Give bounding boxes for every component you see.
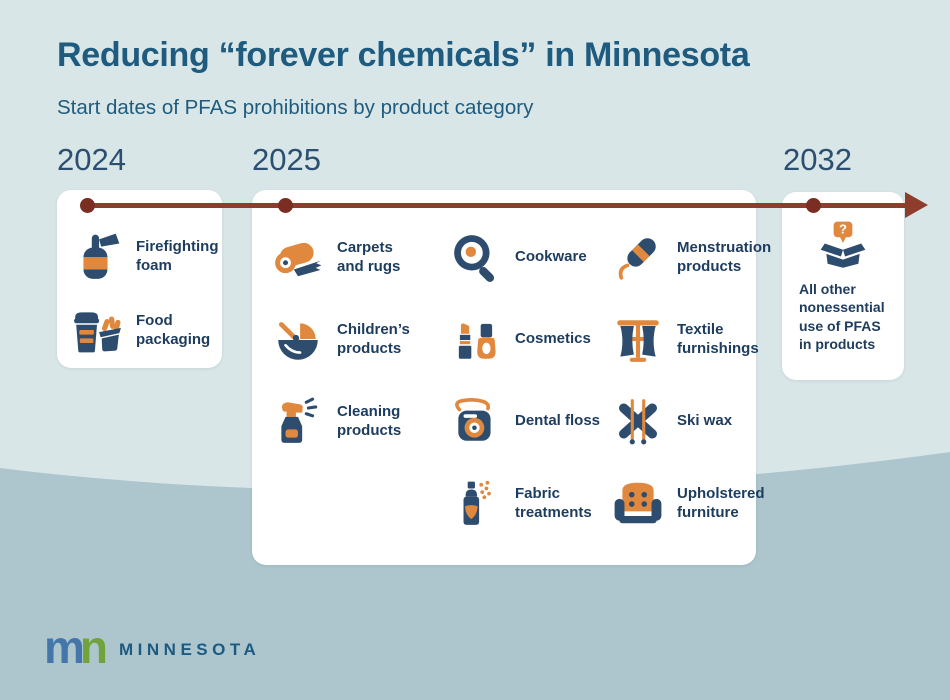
timeline-dot-2025 (278, 197, 293, 213)
timeline-dot-2032 (806, 197, 821, 213)
product-item-food-packaging: Food packaging (71, 304, 216, 356)
timeline-arrowhead-icon (905, 192, 928, 218)
year-label-2032: 2032 (783, 142, 852, 177)
year-card-2024: Firefighting foam Food packaging (57, 190, 222, 368)
curtains-icon (617, 320, 659, 362)
timeline-line (88, 203, 908, 208)
frying-pan-icon (454, 235, 495, 282)
food-packaging-icon (74, 312, 121, 353)
product-item-ski-wax: Ski wax (612, 395, 771, 447)
carpet-roll-icon (275, 242, 322, 277)
tampon-icon (618, 238, 656, 280)
spray-bottle-icon (281, 397, 318, 443)
product-item-textile-furnishings: Textile furnishings (612, 313, 771, 365)
page-title: Reducing “forever chemicals” in Minnesot… (57, 36, 750, 74)
product-label: Children’s products (337, 320, 410, 357)
product-item-dental-floss: Dental floss (450, 395, 612, 447)
cradle-icon (278, 322, 318, 360)
mn-logo-icon: mn (44, 621, 108, 673)
cosmetics-icon (458, 323, 496, 359)
question-mark-glyph: ? (839, 222, 847, 237)
fire-extinguisher-icon (83, 233, 120, 279)
product-label: Food packaging (136, 311, 211, 348)
year-label-2024: 2024 (57, 142, 126, 177)
product-item-cookware: Cookware (450, 231, 612, 283)
minnesota-logo: mn MINNESOTA (44, 624, 260, 670)
logo-letter-m: m (44, 621, 85, 673)
product-item-fabric-treatments: Fabric treatments (450, 477, 612, 529)
armchair-icon (614, 482, 662, 524)
product-item-childrens-products: Children’s products (272, 313, 450, 365)
product-label: Fabric treatments (515, 484, 592, 521)
product-label: Dental floss (515, 412, 601, 430)
product-item-cosmetics: Cosmetics (450, 313, 612, 365)
product-label: Cosmetics (515, 330, 591, 348)
year-card-2032: ? All other nonessential use of PFAS in … (782, 192, 904, 380)
product-item-menstruation-products: Menstruation products (612, 231, 771, 283)
logo-wordmark: MINNESOTA (119, 640, 261, 659)
product-label: Firefighting foam (136, 237, 219, 274)
product-label: Carpets and rugs (337, 238, 401, 275)
product-item-upholstered-furniture: Upholstered furniture (612, 477, 771, 529)
logo-letter-n: n (79, 621, 108, 673)
product-item-cleaning-products: Cleaning products (272, 395, 450, 447)
product-item-firefighting-foam: Firefighting foam (71, 230, 219, 282)
product-label: Cleaning products (337, 402, 402, 439)
timeline-dot-2024 (80, 197, 95, 213)
product-label: Cookware (515, 248, 587, 266)
product-label: All other nonessential use of PFAS in pr… (799, 281, 885, 353)
product-label: Ski wax (677, 412, 733, 430)
year-card-2025: Carpets and rugs Cookware Menstruation p… (252, 190, 771, 565)
crossed-skis-icon (619, 399, 657, 445)
page-subtitle: Start dates of PFAS prohibitions by prod… (57, 96, 534, 119)
year-label-2025: 2025 (252, 142, 321, 177)
product-item-carpets-rugs: Carpets and rugs (272, 231, 450, 283)
dental-floss-icon (455, 397, 491, 441)
product-label: Menstruation products (677, 238, 772, 275)
open-box-question-icon: ? (820, 222, 866, 268)
spray-can-shield-icon (463, 480, 491, 525)
product-label: Textile furnishings (677, 320, 759, 357)
product-label: Upholstered furniture (677, 484, 765, 521)
